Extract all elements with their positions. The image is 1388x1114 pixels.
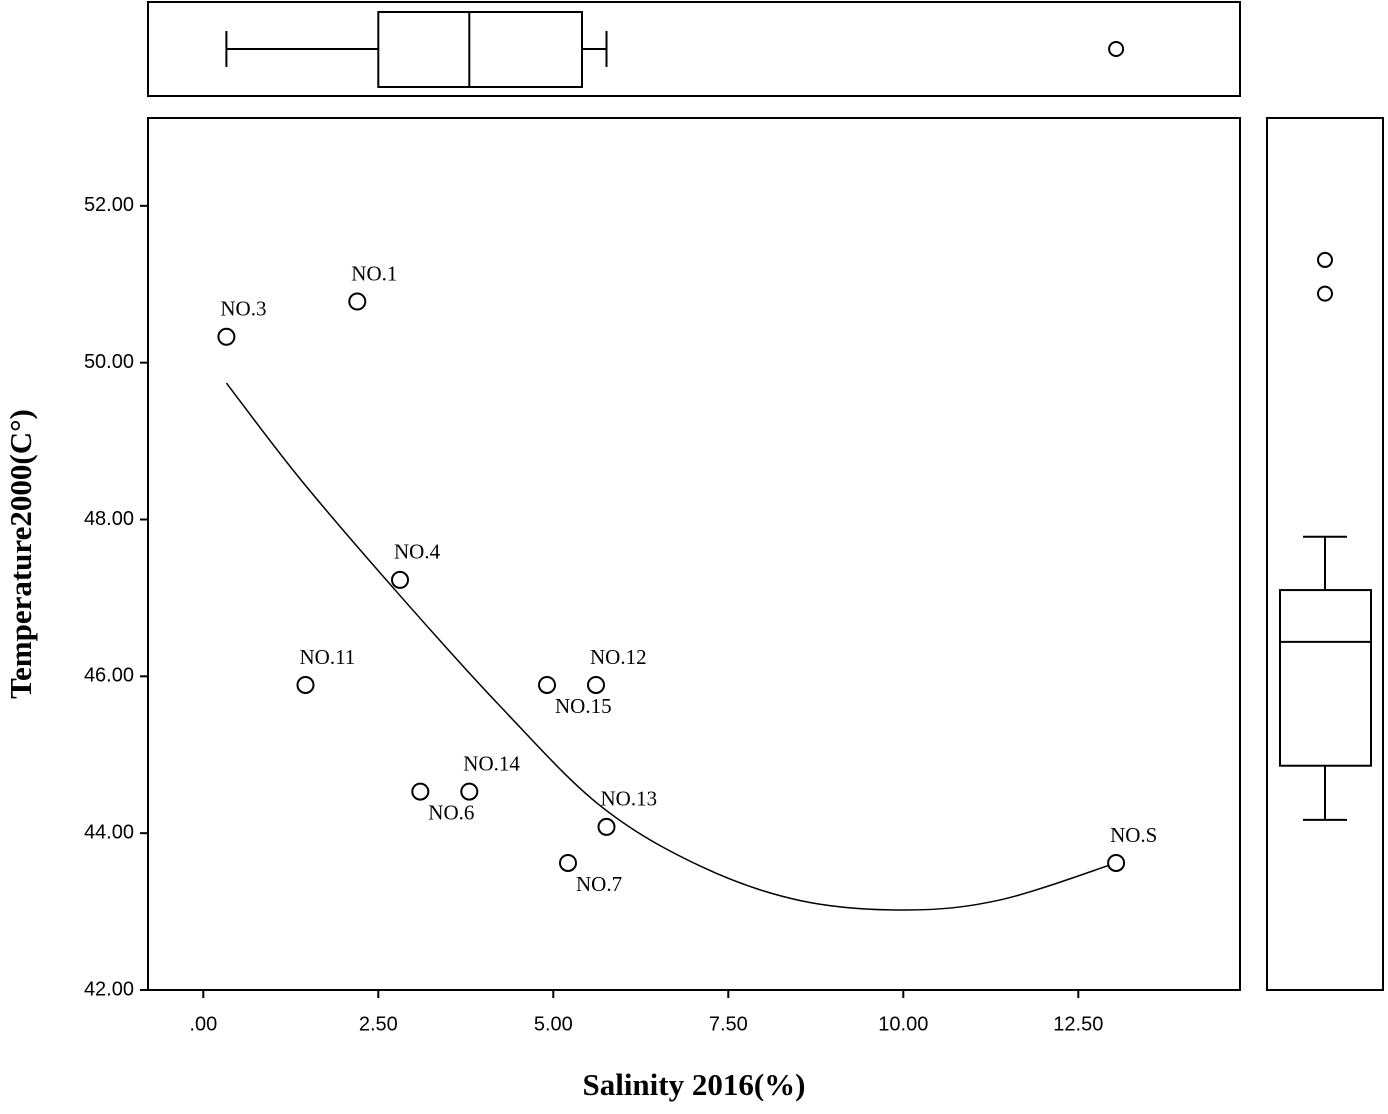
box [1279, 589, 1372, 767]
point [296, 675, 315, 694]
point [587, 675, 605, 694]
top-box-panel [147, 1, 1241, 97]
point [559, 853, 577, 872]
point-label: NO.15 [555, 694, 612, 718]
point-label: NO.12 [590, 645, 647, 669]
y-tick-label: 42.00 [84, 978, 134, 1000]
point-label: NO.3 [220, 297, 266, 321]
point-label: NO.7 [576, 872, 622, 896]
point [597, 817, 616, 836]
y-tick-label: 46.00 [84, 665, 134, 687]
outlier [1108, 41, 1125, 57]
point-label: NO.14 [463, 751, 520, 775]
x-tick-label: 10.00 [878, 1013, 928, 1035]
y-tick-label: 52.00 [84, 194, 134, 216]
y-tick-label: 50.00 [84, 351, 134, 373]
y-tick-label: 48.00 [84, 508, 134, 530]
point-label: NO.S [1110, 823, 1157, 847]
point [1107, 853, 1126, 872]
box [377, 11, 583, 88]
point [538, 675, 556, 694]
point-label: NO.1 [351, 261, 397, 285]
plot-panel [147, 117, 1241, 991]
x-tick-label: 2.50 [359, 1013, 398, 1035]
x-tick-label: 7.50 [709, 1013, 748, 1035]
point-label: NO.13 [601, 787, 658, 811]
fit-line [225, 382, 1117, 911]
point [348, 292, 367, 311]
point [217, 327, 236, 346]
point [460, 782, 479, 801]
point [391, 570, 409, 589]
outlier [1317, 285, 1333, 302]
x-tick-label: 12.50 [1053, 1013, 1103, 1035]
point-label: NO.4 [394, 540, 441, 564]
point [411, 782, 430, 801]
x-tick-label: .00 [189, 1013, 217, 1035]
outlier [1317, 251, 1333, 268]
y-axis-title: Temperature2000(C°) [3, 409, 38, 699]
x-axis-title: Salinity 2016(%) [582, 1067, 805, 1102]
point-label: NO.6 [428, 800, 474, 824]
y-tick-label: 44.00 [84, 821, 134, 843]
point-label: NO.11 [300, 645, 356, 669]
x-tick-label: 5.00 [534, 1013, 573, 1035]
right-box-panel [1266, 117, 1384, 991]
